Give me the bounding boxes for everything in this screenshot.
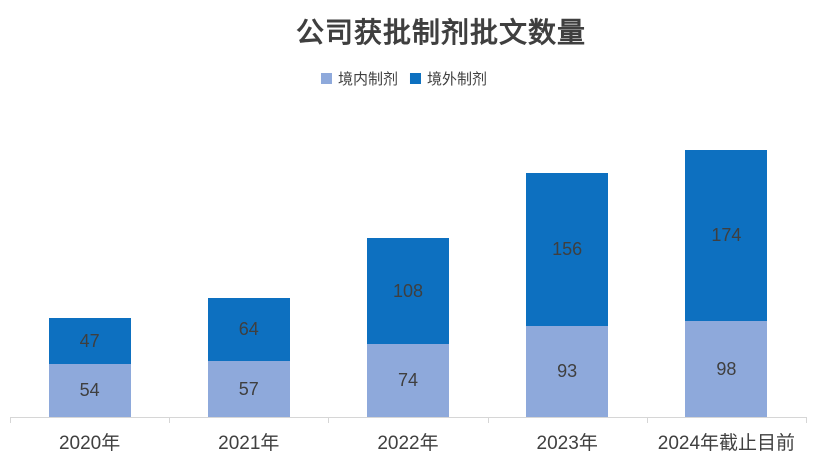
bar-segment-domestic: 98: [685, 321, 768, 417]
x-axis-tick: [169, 417, 170, 423]
data-label: 74: [397, 370, 419, 390]
bar-segment-overseas: 156: [526, 173, 609, 326]
bar-segment-overseas: 174: [685, 150, 768, 321]
data-label: 156: [552, 239, 583, 259]
bar-segment-domestic: 54: [48, 364, 131, 417]
x-axis-tick: [488, 417, 489, 423]
x-axis-tick: [328, 417, 329, 423]
bar-segment-overseas: 47: [48, 318, 131, 364]
category-label: 2020年: [58, 433, 121, 454]
legend-item-1: 境外制剂: [410, 68, 487, 89]
data-label: 98: [716, 358, 737, 379]
data-label: 64: [238, 319, 259, 339]
chart-title: 公司获批制剂批文数量: [295, 17, 587, 48]
legend-label-1: 境外制剂: [427, 71, 488, 88]
legend-label-0: 境内制剂: [337, 71, 398, 88]
bar-segment-domestic: 93: [526, 326, 609, 417]
bar-segment-overseas: 64: [207, 298, 290, 361]
chart-legend: 境内制剂 境外制剂: [320, 68, 487, 89]
x-axis-tick: [10, 417, 11, 423]
data-label: 54: [79, 380, 100, 400]
data-label: 93: [557, 361, 578, 381]
category-label: 2021年: [218, 433, 280, 454]
category-label: 2023年: [536, 433, 598, 454]
category-label: 2024年截止目前: [657, 433, 796, 454]
x-axis-line: [10, 417, 806, 418]
category-label: 2022年: [377, 433, 439, 454]
data-label: 47: [79, 330, 100, 351]
data-label: 57: [238, 378, 259, 399]
legend-swatch-1: [410, 73, 421, 84]
data-label: 108: [392, 280, 424, 301]
legend-swatch-0: [320, 73, 332, 84]
bar-segment-overseas: 108: [367, 238, 449, 344]
x-axis-tick: [647, 417, 648, 423]
data-label: 174: [711, 225, 742, 245]
bar-segment-domestic: 57: [207, 361, 290, 417]
legend-item-0: 境内制剂: [320, 68, 398, 89]
bar-segment-domestic: 74: [367, 344, 449, 417]
x-axis-tick: [806, 417, 807, 423]
